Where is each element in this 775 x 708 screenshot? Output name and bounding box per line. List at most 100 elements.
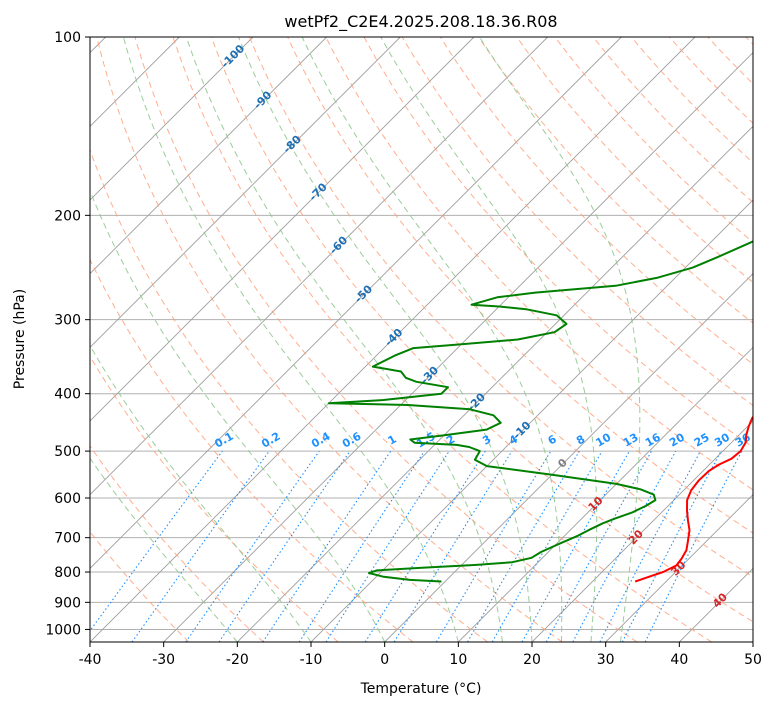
- isotherm-line: [90, 37, 475, 422]
- isotherm-line: [384, 273, 753, 642]
- isotherm-line: [752, 641, 753, 642]
- isotherm-line: [237, 125, 753, 642]
- x-tick-label: 40: [670, 652, 688, 668]
- mixing-ratio-line: [131, 450, 270, 642]
- y-tick-label: 900: [54, 595, 81, 611]
- dry-adiabat-line: [134, 37, 638, 642]
- dry-adiabat-line: [478, 37, 753, 324]
- mixing-ratio-label: 25: [692, 431, 712, 450]
- x-tick-label: -20: [226, 652, 249, 668]
- y-tick-label: 600: [54, 491, 81, 507]
- mixing-ratio-label: 30: [712, 430, 732, 449]
- moist-adiabat-line: [479, 37, 641, 642]
- y-tick-label: 300: [54, 313, 81, 329]
- chart-title: wetPf2_C2E4.2025.208.18.36.R08: [284, 12, 557, 32]
- y-axis-label: Pressure (hPa): [12, 289, 28, 389]
- y-tick-label: 100: [54, 30, 81, 46]
- isotherm-label: 20: [626, 527, 646, 547]
- mixing-ratio-label: 13: [621, 431, 641, 450]
- moist-adiabat-line: [123, 37, 459, 642]
- isotherm-line: [90, 37, 327, 275]
- dry-adiabat-line: [745, 37, 753, 46]
- dry-adiabat-line: [287, 37, 753, 534]
- dry-adiabat-line: [90, 258, 414, 642]
- dry-adiabat-line: [90, 148, 488, 642]
- y-tick-label: 1000: [45, 622, 81, 638]
- mixing-ratio-line: [218, 450, 351, 642]
- isotherm-label: -70: [307, 180, 330, 203]
- isotherm-line: [90, 37, 254, 201]
- moist-adiabat-line: [301, 37, 563, 642]
- isotherm-label: -50: [352, 282, 375, 305]
- plot-frame: [89, 36, 754, 643]
- x-tick-label: -40: [79, 652, 102, 668]
- dry-adiabat-line: [90, 531, 190, 642]
- x-tick-label: 20: [523, 652, 541, 668]
- isotherm-line: [90, 37, 548, 496]
- dry-adiabat-line: [401, 37, 753, 406]
- isotherm-label: -80: [281, 133, 304, 156]
- dry-adiabat-line: [363, 37, 753, 448]
- isotherm-label: -60: [327, 233, 350, 256]
- mixing-ratio-label: 0.6: [340, 429, 364, 450]
- dry-adiabat-line: [90, 445, 264, 642]
- mixing-ratio-line: [90, 450, 223, 632]
- dry-adiabat-line: [439, 37, 753, 365]
- temperature-profile-line: [634, 415, 753, 583]
- isotherm-line: [605, 494, 753, 642]
- mixing-ratio-label: 20: [667, 430, 687, 449]
- isotherm-line: [531, 420, 753, 642]
- x-tick-label: 0: [380, 652, 389, 668]
- mixing-ratio-line: [545, 450, 653, 642]
- isotherm-line: [90, 37, 401, 348]
- mixing-ratio-line: [521, 450, 630, 642]
- dry-adiabat-line: [249, 37, 753, 578]
- mixing-ratio-line: [572, 450, 677, 642]
- x-tick-label: -30: [152, 652, 175, 668]
- isotherm-label: 0: [555, 456, 570, 471]
- mixing-ratio-line: [364, 450, 486, 642]
- isotherm-line: [90, 37, 696, 642]
- x-tick-label: -10: [300, 652, 323, 668]
- isotherm-line: [163, 52, 753, 642]
- mixing-ratio-label: 0.1: [212, 430, 235, 451]
- mixing-ratio-label: 6: [546, 432, 559, 447]
- isotherm-label: -100: [219, 42, 248, 71]
- mixing-ratio-label: 1: [386, 433, 399, 448]
- mixing-ratio-label: 0.2: [259, 430, 282, 451]
- mixing-ratio-label: 8: [574, 433, 587, 448]
- axis-ticks: -40 -30 -20 -10 0 10 20 30 40 5010009008007006005…: [45, 30, 762, 668]
- moist-adiabat-line: [90, 457, 238, 642]
- moist-adiabat-line: [90, 344, 312, 642]
- x-tick-label: 50: [744, 652, 762, 668]
- dry-adiabat-line: [210, 37, 753, 623]
- isotherm-line: [310, 199, 753, 642]
- mixing-ratio-line: [298, 450, 425, 642]
- mixing-ratio-line: [325, 450, 450, 642]
- y-tick-label: 200: [54, 208, 81, 224]
- mixing-ratio-label: 1.5: [414, 430, 437, 451]
- background-lines: [90, 37, 753, 642]
- mixing-ratio-line: [185, 450, 320, 642]
- dry-adiabat-line: [90, 355, 339, 642]
- x-tick-label: 30: [597, 652, 615, 668]
- mixing-ratio-line: [467, 450, 580, 642]
- moist-adiabat-line: [380, 37, 598, 642]
- profiles: [327, 240, 753, 583]
- y-tick-label: 400: [54, 387, 81, 403]
- isotherm-label: 40: [710, 590, 730, 610]
- y-tick-label: 700: [54, 531, 81, 547]
- dry-adiabat-line: [630, 37, 753, 164]
- isotherm-label: 10: [586, 494, 606, 514]
- mixing-ratio-line: [393, 450, 513, 642]
- x-axis-label: Temperature (°C): [360, 681, 482, 697]
- dry-adiabat-line: [96, 37, 563, 642]
- dewpoint-profile-line: [327, 240, 753, 583]
- moist-adiabat-line: [238, 37, 533, 642]
- dry-adiabat-line: [592, 37, 753, 203]
- dry-adiabat-line: [707, 37, 753, 85]
- isotherm-line: [90, 37, 622, 569]
- dry-adiabat-line: [172, 37, 712, 642]
- mixing-ratio-line: [599, 450, 701, 642]
